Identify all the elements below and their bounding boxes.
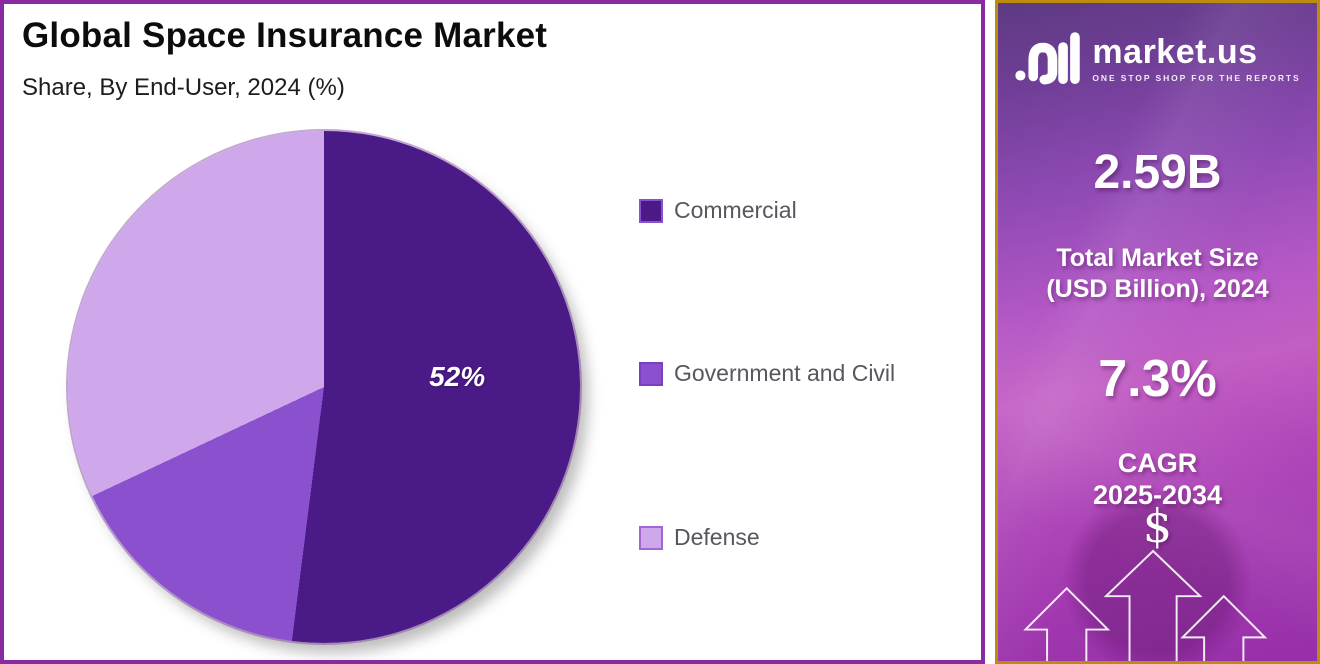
legend-item-defense: Defense <box>639 524 760 551</box>
legend-label: Commercial <box>674 197 797 223</box>
legend-item-commercial: Commercial <box>639 197 797 224</box>
cagr-label-line2: 2025-2034 <box>1092 480 1223 511</box>
total-market-size-label-line2: (USD Billion), 2024 <box>1046 275 1269 304</box>
total-market-size-value: 2.59B <box>1093 146 1222 199</box>
cagr-value: 7.3% <box>1098 350 1217 408</box>
brand-header: market.us ONE STOP SHOP FOR THE REPORTS <box>998 31 1317 87</box>
total-market-size-label: Total Market Size (USD Billion), 2024 <box>998 243 1317 306</box>
market-us-logo-icon <box>1015 32 1081 85</box>
brand-stats-sidebar: market.us ONE STOP SHOP FOR THE REPORTS … <box>995 0 1320 664</box>
brand-text: market.us ONE STOP SHOP FOR THE REPORTS <box>1092 35 1300 83</box>
page-title: Global Space Insurance Market <box>22 16 548 55</box>
cagr-label-line1: CAGR <box>1117 448 1198 478</box>
growth-arrows-icon <box>1023 549 1268 661</box>
pie-slice-data-label: 52% <box>429 360 486 392</box>
legend-swatch-government-and-civil <box>639 361 663 386</box>
legend-item-government-and-civil: Government and Civil <box>639 360 895 387</box>
cagr-label: CAGR 2025-2034 <box>998 447 1317 512</box>
pie-chart: 52% <box>68 131 580 643</box>
dollar-icon: $ <box>1142 499 1173 553</box>
chart-panel: Global Space Insurance Market Share, By … <box>0 0 985 664</box>
legend-swatch-defense <box>639 525 663 550</box>
legend-swatch-commercial <box>639 198 663 223</box>
legend-label: Defense <box>674 524 760 550</box>
chart-subtitle: Share, By End-User, 2024 (%) <box>22 74 345 101</box>
legend-label: Government and Civil <box>674 360 896 386</box>
brand-tagline: ONE STOP SHOP FOR THE REPORTS <box>1092 73 1301 83</box>
brand-name: market.us <box>1092 33 1258 71</box>
total-market-size-label-line1: Total Market Size <box>1056 244 1259 272</box>
